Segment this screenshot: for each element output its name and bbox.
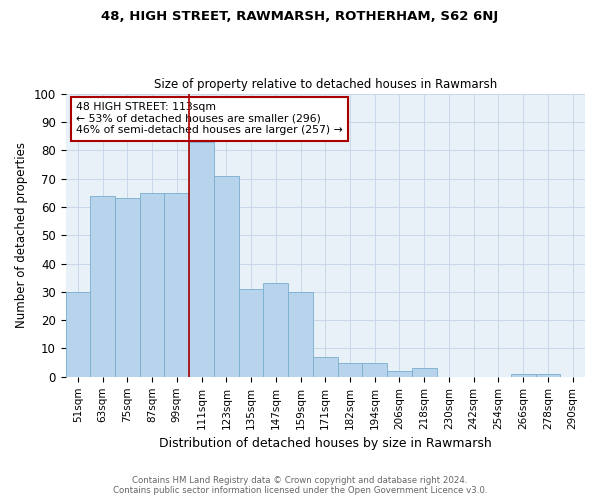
Bar xyxy=(387,371,412,377)
Bar xyxy=(189,142,214,377)
Bar xyxy=(214,176,239,377)
Bar xyxy=(313,357,338,377)
Text: Contains HM Land Registry data © Crown copyright and database right 2024.
Contai: Contains HM Land Registry data © Crown c… xyxy=(113,476,487,495)
Title: Size of property relative to detached houses in Rawmarsh: Size of property relative to detached ho… xyxy=(154,78,497,91)
Bar xyxy=(412,368,437,377)
Bar xyxy=(536,374,560,377)
Bar xyxy=(338,362,362,377)
X-axis label: Distribution of detached houses by size in Rawmarsh: Distribution of detached houses by size … xyxy=(159,437,491,450)
Bar xyxy=(164,192,189,377)
Bar xyxy=(65,292,90,377)
Bar xyxy=(362,362,387,377)
Bar xyxy=(511,374,536,377)
Text: 48, HIGH STREET, RAWMARSH, ROTHERHAM, S62 6NJ: 48, HIGH STREET, RAWMARSH, ROTHERHAM, S6… xyxy=(101,10,499,23)
Bar xyxy=(288,292,313,377)
Bar xyxy=(140,192,164,377)
Bar xyxy=(263,284,288,377)
Y-axis label: Number of detached properties: Number of detached properties xyxy=(15,142,28,328)
Text: 48 HIGH STREET: 113sqm
← 53% of detached houses are smaller (296)
46% of semi-de: 48 HIGH STREET: 113sqm ← 53% of detached… xyxy=(76,102,343,136)
Bar xyxy=(90,196,115,377)
Bar xyxy=(239,289,263,377)
Bar xyxy=(115,198,140,377)
